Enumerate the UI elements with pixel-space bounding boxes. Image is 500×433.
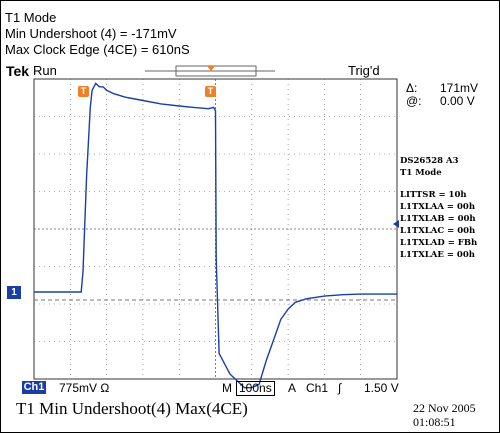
trigger-level: 1.50 V — [364, 381, 399, 395]
delta-value: 171mV — [440, 81, 479, 95]
trigger-level-arrow-icon — [393, 220, 399, 228]
main-timebase-label: M — [222, 381, 232, 395]
graticule-grid — [34, 79, 397, 379]
annotation-line: L1TXLAC = 00h — [400, 226, 476, 236]
trigger-position-icon — [207, 66, 215, 71]
annotation-line: LITTSR = 10h — [400, 190, 467, 200]
vertical-scale: 775mV Ω — [59, 381, 110, 395]
clock-edge-label: Max Clock Edge (4CE) = 610nS — [5, 42, 190, 57]
at-value: 0.00 V — [440, 94, 475, 108]
annotation-line: L1TXLAA = 00h — [400, 202, 476, 212]
annotation-line: DS26528 A3 — [400, 156, 459, 166]
waveform-trace — [34, 82, 397, 389]
trigger-mode: A — [288, 381, 297, 395]
annotation-line: L1TXLAE = 00h — [400, 250, 475, 260]
brand-logo: Tek — [6, 63, 30, 79]
capture-date: 22 Nov 2005 — [413, 401, 476, 415]
channel-ground-marker: 1 — [7, 286, 21, 299]
undershoot-label: Min Undershoot (4) = -171mV — [5, 26, 177, 41]
trigger-marker-icon: T — [78, 86, 89, 97]
run-status: Run — [33, 63, 57, 78]
channel-1-badge: Ch1 — [22, 381, 46, 394]
annotation-line: T1 Mode — [400, 168, 442, 178]
mode-label: T1 Mode — [5, 10, 57, 25]
timebase-value: 100ns — [236, 381, 275, 396]
trigger-slope-icon: ∫ — [338, 381, 342, 395]
at-label: @: — [406, 94, 422, 108]
trigger-status: Trig'd — [348, 63, 380, 78]
plot-title: T1 Min Undershoot(4) Max(4CE) — [16, 399, 248, 418]
record-window — [175, 65, 257, 77]
trigger-time-marker-icon: T — [205, 86, 216, 97]
capture-time: 01:08:51 — [413, 415, 456, 429]
trigger-source: Ch1 — [306, 381, 329, 395]
annotation-line: L1TXLAD = FBh — [400, 238, 478, 248]
annotation-line: L1TXLAB = 00h — [400, 214, 476, 224]
delta-label: Δ: — [406, 81, 418, 95]
